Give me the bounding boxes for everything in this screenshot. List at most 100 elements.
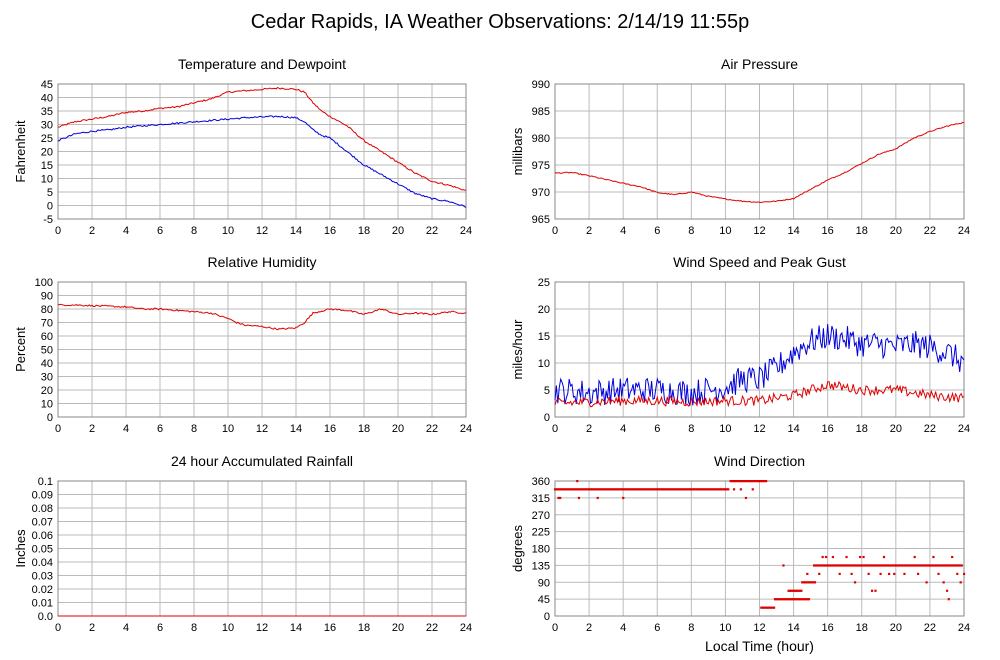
scatter-point [735,480,738,483]
scatter-point [864,564,867,567]
scatter-point [565,488,568,491]
y-tick-label: 20 [41,385,53,397]
scatter-point [799,598,802,601]
scatter-point [841,564,844,567]
scatter-point [725,488,728,491]
scatter-point [902,564,905,567]
y-tick-label: 60 [41,331,53,343]
scatter-point [939,564,942,567]
scatter-point [712,488,716,491]
scatter-point [694,488,697,491]
y-tick-label: 5 [47,187,53,199]
scatter-point [557,496,560,500]
series-line-rh-0 [57,303,467,331]
scatter-point [705,488,709,491]
scatter-point [760,480,763,483]
scatter-point [865,564,868,567]
scatter-point [937,564,941,567]
scatter-point [651,488,655,491]
scatter-point [886,564,890,567]
scatter-point [761,606,764,609]
scatter-point [801,581,804,584]
x-tick-label: 22 [924,225,936,237]
scatter-point [575,488,578,491]
scatter-point [867,572,870,576]
y-tick-label: 975 [532,160,550,172]
scatter-point [776,598,779,601]
scatter-point [770,606,773,609]
scatter-point [667,488,670,491]
x-tick-label: 8 [191,622,197,634]
scatter-point [750,480,754,483]
scatter-point [850,572,853,576]
y-tick-label: 35 [41,106,53,118]
x-tick-label: 14 [290,622,302,634]
scatter-point [677,488,680,491]
y-tick-label: 90 [538,577,550,589]
scatter-point [722,488,726,491]
x-tick-label: 18 [358,622,370,634]
scatter-point [855,564,858,567]
scatter-point [813,581,817,584]
scatter-point [925,581,928,584]
scatter-point [571,488,574,491]
x-tick-label: 14 [290,225,302,237]
scatter-point [928,564,931,567]
x-tick-label: 12 [256,423,268,435]
page-title: Cedar Rapids, IA Weather Observations: 2… [251,11,749,33]
scatter-point [802,598,805,601]
scatter-point [568,488,571,491]
scatter-point [868,564,871,567]
scatter-point [773,598,777,601]
x-tick-label: 12 [256,225,268,237]
scatter-point [659,488,662,491]
y-axis-label: millibars [510,127,525,175]
scatter-point [686,488,689,491]
x-tick-label: 14 [787,225,799,237]
y-tick-label: 10 [538,358,550,370]
scatter-point [903,572,906,576]
x-tick-label: 10 [222,225,234,237]
scatter-point [919,564,922,567]
scatter-point [578,488,581,491]
chart-title: Wind Speed and Peak Gust [673,254,846,270]
scatter-point [892,564,895,567]
scatter-point [824,564,827,567]
y-tick-label: 5 [544,385,550,397]
plot-frame [57,281,467,418]
y-tick-label: 45 [41,79,53,91]
scatter-point [788,589,792,592]
y-tick-label: 0.02 [32,584,53,596]
scatter-point [661,488,665,491]
scatter-point [956,572,959,576]
scatter-point [915,564,918,567]
scatter-point [559,496,562,500]
scatter-point [888,572,891,576]
x-tick-label: 6 [157,622,163,634]
scatter-point [786,598,789,601]
scatter-point [930,564,934,567]
scatter-point [893,564,897,567]
scatter-point [556,488,560,491]
chart-title: Temperature and Dewpoint [178,56,346,72]
scatter-point [791,589,794,592]
scatter-point [943,564,946,567]
scatter-point [922,564,925,567]
scatter-point [742,480,745,483]
scatter-point [956,564,959,567]
scatter-point [783,598,786,601]
scatter-point [558,488,561,491]
scatter-point [753,480,756,483]
scatter-point [782,598,785,601]
x-tick-label: 6 [654,225,660,237]
y-tick-label: 0.07 [32,517,53,529]
y-tick-label: 25 [538,277,550,289]
scatter-point [739,480,742,483]
scatter-point [681,488,684,491]
y-axis-label: Inches [13,529,28,568]
x-tick-label: 22 [426,423,438,435]
scatter-point [714,488,717,491]
scatter-point [935,564,938,567]
scatter-point [733,480,736,483]
